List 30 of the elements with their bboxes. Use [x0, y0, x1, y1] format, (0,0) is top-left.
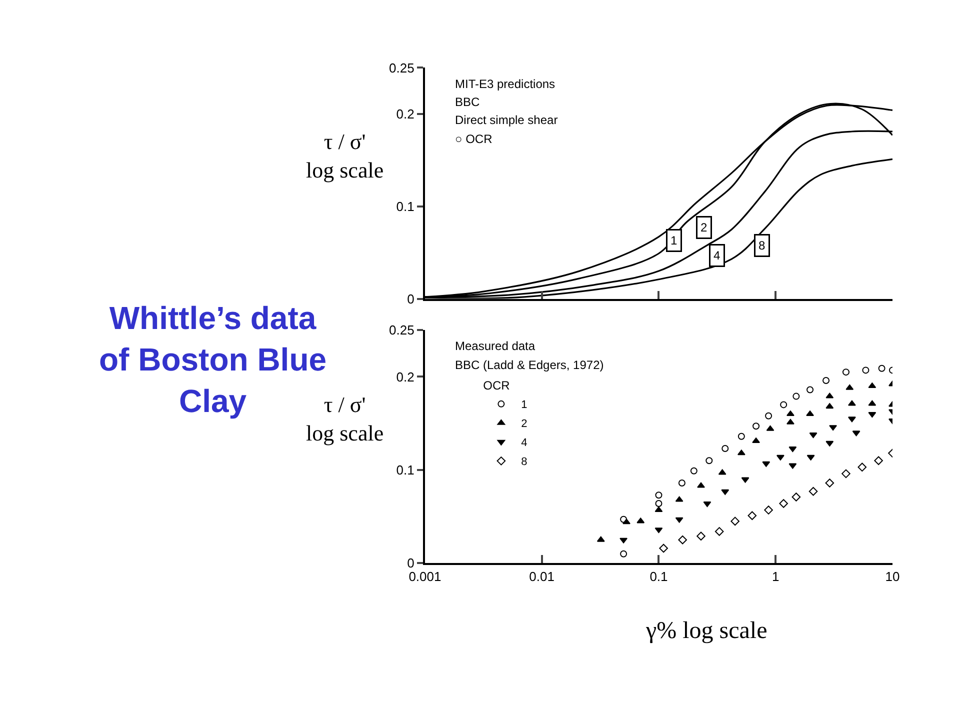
- y-tick-label: 0.1: [396, 462, 414, 478]
- x-axis-title: γ% log scale: [645, 618, 768, 644]
- annotation: ○ OCR: [455, 132, 493, 146]
- annotation: 4: [714, 248, 720, 262]
- legend-label: 4: [521, 437, 528, 450]
- y-tick-label: 0.25: [389, 60, 414, 76]
- legend-label: 2: [521, 418, 528, 430]
- annotation: BBC (Ladd & Edgers, 1972): [455, 358, 604, 372]
- x-tick-label: 10: [885, 568, 900, 584]
- annotation: Measured data: [455, 339, 536, 353]
- legend-title: OCR: [483, 378, 510, 392]
- annotation: MIT-E3 predictions: [455, 77, 556, 91]
- y-tick-label: 0.1: [396, 198, 414, 214]
- x-tick-label: 0.001: [408, 568, 442, 584]
- y-tick-label: 0.2: [396, 369, 414, 384]
- annotation: BBC: [455, 95, 480, 109]
- legend-label: 8: [521, 456, 528, 468]
- y-tick-label: 0: [407, 556, 414, 571]
- y-tick-label: 0: [407, 291, 414, 306]
- annotation: 2: [700, 220, 708, 234]
- x-tick-label: 1: [772, 568, 780, 584]
- legend-label: 1: [521, 399, 528, 412]
- y-axis-title: τ / σ' log scale: [306, 129, 384, 183]
- x-tick-label: 0.01: [529, 568, 554, 584]
- annotation: Direct simple shear: [455, 113, 558, 127]
- x-tick-label: 0.1: [650, 568, 668, 584]
- y-tick-label: 0.25: [389, 322, 414, 338]
- y-tick-label: 0.2: [396, 106, 414, 122]
- annotation: 8: [758, 238, 766, 252]
- annotation: 1: [670, 234, 678, 248]
